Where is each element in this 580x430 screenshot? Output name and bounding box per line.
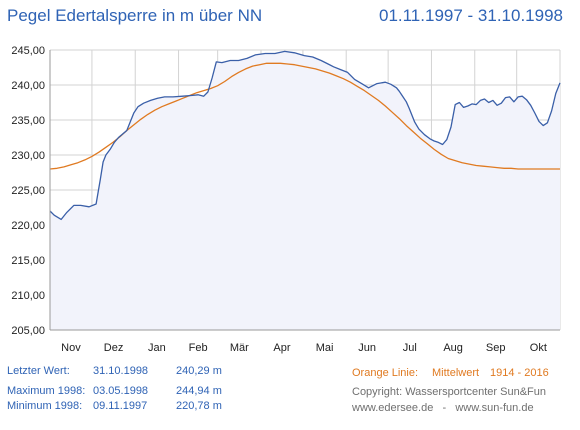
x-tick-label: Feb xyxy=(189,342,208,354)
x-tick-label: Okt xyxy=(530,342,547,354)
x-tick-label: Sep xyxy=(486,342,506,354)
last-value-label: Letzter Wert: xyxy=(7,365,70,377)
min-date: 09.11.1997 xyxy=(93,400,148,412)
min-label: Minimum 1998: xyxy=(7,400,83,412)
mean-legend-range: 1914 - 2016 xyxy=(490,367,549,379)
y-tick-label: 215,00 xyxy=(11,255,45,267)
area-layer xyxy=(50,51,560,331)
y-tick-label: 240,00 xyxy=(11,80,45,92)
y-tick-label: 220,00 xyxy=(11,220,45,232)
y-tick-label: 205,00 xyxy=(11,325,45,337)
y-tick-label: 245,00 xyxy=(11,45,45,57)
max-label: Maximum 1998: xyxy=(7,385,86,397)
x-tick-label: Aug xyxy=(443,342,463,354)
y-tick-label: 225,00 xyxy=(11,185,45,197)
x-tick-label: Mär xyxy=(230,342,249,354)
website-links: www.edersee.de - www.sun-fun.de xyxy=(352,402,534,414)
mean-series-line xyxy=(49,62,560,170)
max-value: 244,94 m xyxy=(176,385,222,397)
last-value-amount: 240,29 m xyxy=(176,365,222,377)
x-tick-label: Apr xyxy=(273,342,290,354)
axis-layer: 205,00 210,00 215,00 220,00 225,00 230,00 235,… xyxy=(11,45,560,354)
x-tick-label: Dez xyxy=(104,342,124,354)
y-tick-label: 235,00 xyxy=(11,115,45,127)
mean-legend-text: Mittelwert xyxy=(432,367,480,379)
x-tick-label: Jan xyxy=(148,342,166,354)
y-tick-label: 210,00 xyxy=(11,290,45,302)
chart-title: Pegel Edertalsperre in m über NN xyxy=(7,6,263,25)
x-tick-label: Mai xyxy=(316,342,334,354)
x-tick-label: Jun xyxy=(358,342,376,354)
copyright-text: Copyright: Wassersportcenter Sun&Fun xyxy=(352,386,547,398)
chart-period: 01.11.1997 - 31.10.1998 xyxy=(378,6,563,25)
level-area-fill xyxy=(50,51,560,331)
x-tick-label: Jul xyxy=(403,342,417,354)
mean-legend-label: Orange Linie: xyxy=(352,367,419,379)
max-date: 03.05.1998 xyxy=(93,385,149,397)
last-value-date: 31.10.1998 xyxy=(93,365,149,377)
min-value: 220,78 m xyxy=(176,400,222,412)
x-tick-label: Nov xyxy=(61,342,81,354)
level-series-line xyxy=(49,50,561,221)
series-layer xyxy=(49,50,561,221)
y-tick-label: 230,00 xyxy=(11,150,45,162)
